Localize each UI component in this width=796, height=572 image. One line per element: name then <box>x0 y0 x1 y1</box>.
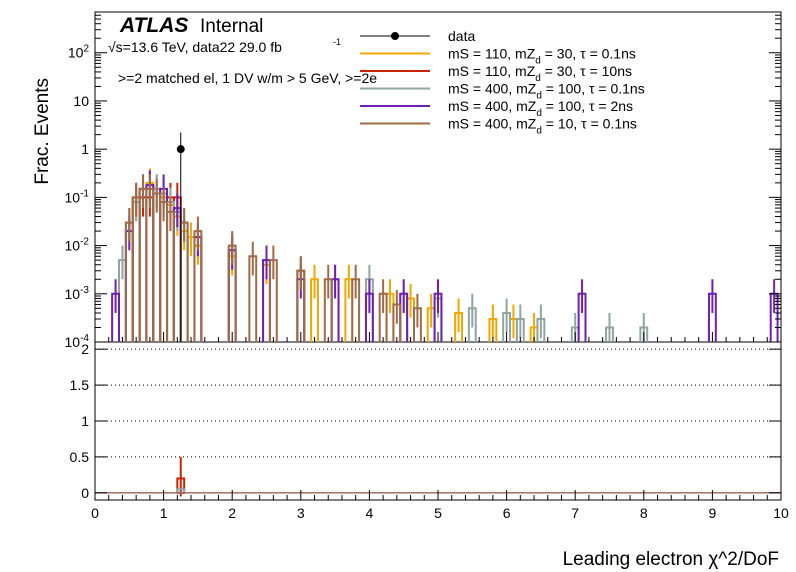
atlas-label: ATLAS <box>119 14 188 37</box>
bottom-y-tick-label-2: 1 <box>81 413 89 429</box>
x-tick-label-9: 9 <box>709 505 717 521</box>
selection-label: >=2 matched el, 1 DV w/m > 5 GeV, >=2e <box>118 70 377 86</box>
axis-ticks: 0 1 2 3 4 5 6 7 8 9 1010-410-310-210-111010200.511… <box>65 11 789 521</box>
x-tick-label-0: 0 <box>91 505 99 521</box>
x-tick-label-4: 4 <box>366 505 374 521</box>
top-y-tick-label-3: 10-1 <box>65 188 90 205</box>
internal-label: Internal <box>200 16 263 37</box>
x-tick-label-3: 3 <box>297 505 305 521</box>
legend-marker-0 <box>391 32 399 40</box>
x-tick-label-1: 1 <box>160 505 168 521</box>
hist-bin-s5-6 <box>166 210 175 342</box>
hist-bin-s5-5 <box>159 201 169 342</box>
top-y-tick-label-4: 1 <box>81 141 89 157</box>
bottom-y-tick-label-1: 0.5 <box>70 449 90 465</box>
top-y-tick-label-2: 10-2 <box>65 237 90 254</box>
top-y-tick-label-6: 102 <box>68 44 90 61</box>
ratio-histograms <box>95 348 781 497</box>
top-y-tick-label-5: 10 <box>73 93 89 109</box>
legend-label-4: mS = 400, mZd = 100, τ = 2ns <box>448 98 633 119</box>
hist-bin-s5-4 <box>152 192 162 342</box>
lumi-exponent: -1 <box>333 37 341 47</box>
bottom-y-tick-label-0: 0 <box>81 485 89 501</box>
energy-lumi: √s=13.6 TeV, data22 29.0 fb <box>108 39 282 55</box>
bottom-y-tick-label-4: 2 <box>81 341 89 357</box>
hist-bin-s2-1 <box>138 196 148 342</box>
legend-label-2: mS = 110, mZd = 30, τ = 10ns <box>448 63 632 84</box>
x-tick-label-5: 5 <box>434 505 442 521</box>
hist-bin-s3-2 <box>131 201 141 342</box>
x-tick-label-10: 10 <box>773 505 789 521</box>
x-tick-label-8: 8 <box>640 505 648 521</box>
x-tick-label-7: 7 <box>571 505 579 521</box>
x-axis-label: Leading electron χ^2/DoF <box>563 549 779 570</box>
top-y-axis-label: Frac. Events <box>32 78 53 185</box>
data-point-0 <box>176 145 185 154</box>
legend-label-1: mS = 110, mZd = 30, τ = 0.1ns <box>448 46 636 67</box>
hist-bin-s2-2 <box>145 196 155 342</box>
hist-bin-s1-0 <box>131 201 141 342</box>
x-tick-label-2: 2 <box>228 505 236 521</box>
bottom-plot-frame <box>94 341 782 501</box>
top-histograms <box>111 132 779 342</box>
legend-label-0: data <box>448 28 475 44</box>
bottom-y-tick-label-3: 1.5 <box>70 377 90 393</box>
x-tick-label-6: 6 <box>503 505 511 521</box>
top-y-tick-label-1: 10-3 <box>65 285 90 302</box>
legend-label-3: mS = 400, mZd = 100, τ = 0.1ns <box>448 81 645 102</box>
legend-label-5: mS = 400, mZd = 10, τ = 0.1ns <box>448 116 637 137</box>
